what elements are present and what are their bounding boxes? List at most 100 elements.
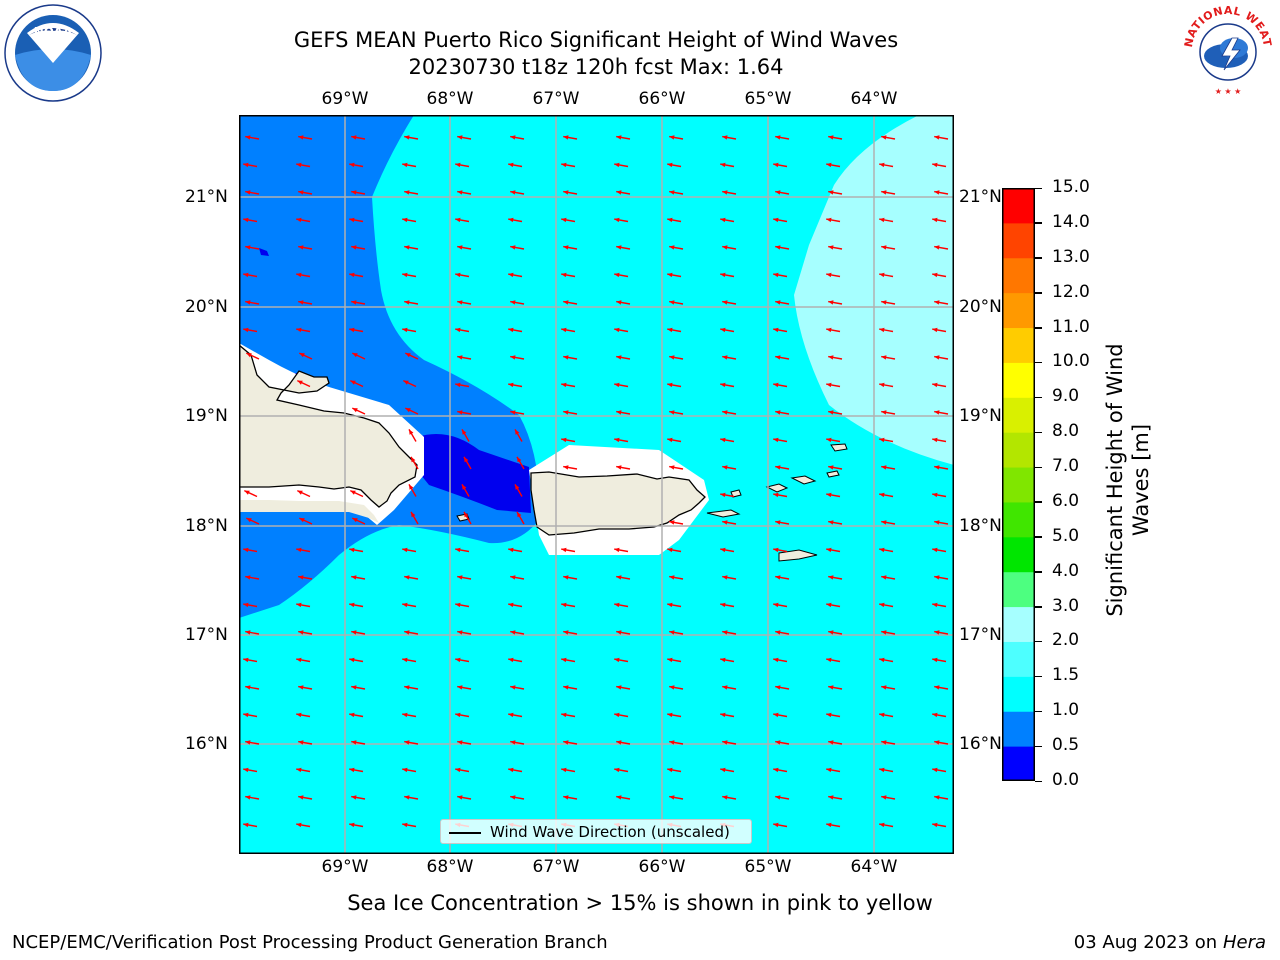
wave-direction-arrowhead [773,162,779,168]
lon-label-bottom: 66°W [638,857,686,877]
wave-direction-arrowhead [298,575,304,580]
colorbar-segment [1002,571,1035,608]
wave-direction-arrowhead [402,712,408,718]
wave-direction-arrowhead [932,492,938,498]
wave-direction-arrowhead [828,740,834,745]
wave-direction-arrowhead [773,272,779,278]
wave-direction-arrowhead [351,795,357,800]
wave-direction-arrowhead [932,712,938,718]
lon-label-bottom: 69°W [321,857,369,877]
colorbar [1002,188,1035,781]
wave-direction-arrowhead [669,410,675,415]
wave-direction-arrowhead [775,740,781,745]
wave-direction-arrowhead [934,520,940,525]
wave-direction-arrowhead [351,630,357,635]
wave-direction-arrowhead [720,382,726,388]
wave-direction-arrowhead [934,410,940,415]
wave-direction-arrowhead [561,712,567,718]
svg-text:★ ★ ★: ★ ★ ★ [1215,87,1242,96]
wave-direction-arrowhead [879,547,885,553]
wave-direction-arrowhead [826,822,832,828]
wave-direction-arrowhead [881,355,887,360]
wave-direction-arrowhead [508,547,514,553]
wave-direction-arrowhead [296,712,302,718]
colorbar-tick-label: 0.5 [1052,735,1080,756]
colorbar-tick-label: 2.0 [1052,630,1080,651]
colorbar-tick-mark [1035,745,1042,748]
colorbar-tick-label: 15.0 [1052,177,1090,197]
wave-direction-arrowhead [667,547,673,553]
wave-direction-arrowhead [455,712,461,718]
wave-direction-arrowhead [508,217,514,223]
colorbar-tick-label: 12.0 [1052,281,1090,302]
wave-direction-arrowhead [722,190,728,195]
colorbar-segment [1002,222,1035,259]
wave-direction-arrowhead [722,575,728,580]
wave-direction-arrowhead [349,272,355,278]
lat-label-left: 17°N [185,625,228,645]
wave-direction-arrowhead [508,272,514,278]
wave-direction-arrowhead [457,740,463,745]
land-hispaniola [239,344,418,508]
wave-direction-arrowhead [352,518,358,523]
wave-direction-arrowhead [934,300,940,305]
colorbar-tick-mark [1035,675,1042,678]
wave-direction-arrowhead [720,492,726,498]
wave-direction-arrowhead [243,712,249,718]
wave-direction-arrowhead [561,327,567,333]
lon-label-bottom: 64°W [850,857,898,877]
wave-direction-arrowhead [298,135,304,140]
wave-direction-arrowhead [462,429,467,435]
lon-label-top: 65°W [744,89,792,109]
wave-direction-arrowhead [616,740,622,745]
wave-direction-arrowhead [455,547,461,553]
wave-direction-arrowhead [826,272,832,278]
wave-direction-arrowhead [245,300,251,305]
wave-direction-arrowhead [773,657,779,663]
wave-direction-arrowhead [404,300,410,305]
wave-direction-arrowhead [932,217,938,223]
colorbar-tick-label: 4.0 [1052,560,1080,581]
wave-direction-arrowhead [773,492,779,498]
wave-direction-arrowhead [510,795,516,800]
wave-direction-arrowhead [826,767,832,773]
lon-label-top: 66°W [638,89,686,109]
noaa-logo: NOAA [3,3,103,103]
wave-direction-arrowhead [828,135,834,140]
colorbar-tick-label: 7.0 [1052,456,1080,477]
wave-direction-arrowhead [297,380,303,385]
wave-direction-arrowhead [455,657,461,663]
wave-direction-arrowhead [722,630,728,635]
wave-direction-arrowhead [616,575,622,580]
colorbar-label-text: Significant Height of Wind Waves [m] [1103,343,1153,617]
wave-direction-arrowhead [828,245,834,250]
wave-direction-arrowhead [614,712,620,718]
wave-direction-arrowhead [720,712,726,718]
wave-direction-arrowhead [243,767,249,773]
colorbar-tick-label: 11.0 [1052,316,1090,337]
wave-direction-arrowhead [667,767,673,773]
wave-direction-arrowhead [243,822,249,828]
colorbar-tick-mark [1035,222,1042,224]
wave-direction-arrowhead [411,511,416,518]
wave-direction-arrowhead [881,630,887,635]
footer-left: NCEP/EMC/Verification Post Processing Pr… [12,932,608,953]
colorbar-tick-mark [1035,361,1042,364]
wave-direction-arrowhead [616,410,622,415]
colorbar-tick-mark [1035,571,1042,573]
lon-label-top: 64°W [850,89,898,109]
legend-line [449,832,481,834]
wave-direction-arrowhead [455,272,461,278]
wind-wave-arrows [243,135,949,828]
wave-direction-arrowhead [296,602,302,608]
wave-direction-arrowhead [669,630,675,635]
wave-direction-arrowhead [669,465,675,470]
wave-direction-arrowhead [561,437,567,443]
wave-direction-arrowhead [614,602,620,608]
lat-label-right: 21°N [959,187,1002,207]
wave-direction-arrowhead [828,520,834,525]
wave-direction-arrowhead [457,190,463,195]
wave-direction-arrowhead [669,355,675,360]
wave-direction-arrowhead [614,272,620,278]
wave-direction-arrowhead [457,410,463,415]
